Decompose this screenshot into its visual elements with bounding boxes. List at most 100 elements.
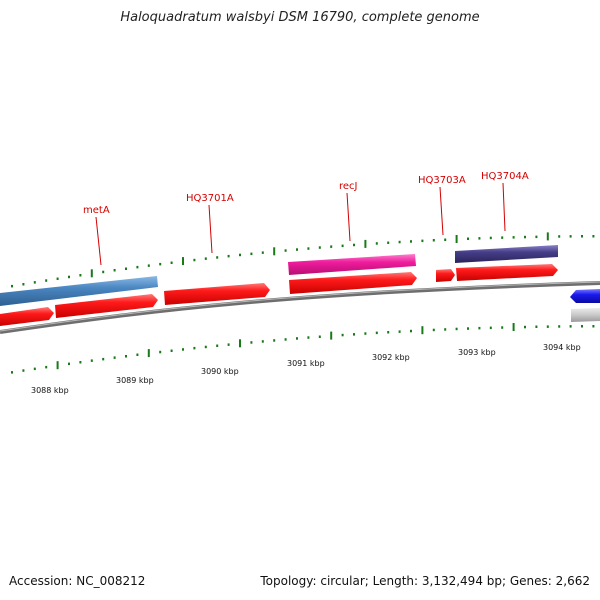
cds-arrow[interactable] — [0, 307, 54, 326]
minor-tick — [501, 236, 504, 239]
minor-tick — [113, 356, 116, 359]
major-tick — [90, 269, 93, 278]
gene-block-grey[interactable] — [571, 308, 600, 322]
label-leader-HQ3703A — [439, 186, 444, 236]
minor-tick — [22, 283, 25, 286]
minor-tick — [261, 251, 264, 254]
minor-tick — [216, 344, 219, 347]
minor-tick — [170, 349, 173, 352]
inner-tick-ring — [11, 323, 595, 374]
minor-tick — [375, 331, 378, 335]
minor-tick — [136, 353, 139, 356]
genome-backbone-highlight — [0, 281, 600, 332]
minor-tick — [102, 357, 105, 361]
gene-block-HQ3704A[interactable] — [455, 245, 558, 263]
gene-label-HQ3704A[interactable]: HQ3704A — [481, 171, 529, 182]
major-tick — [147, 349, 150, 358]
minor-tick — [182, 348, 184, 351]
minor-tick — [398, 240, 401, 244]
genome-backbone — [0, 281, 600, 334]
minor-tick — [489, 326, 492, 330]
minor-tick — [159, 350, 162, 354]
major-tick — [546, 232, 549, 241]
kbp-label: 3088 kbp — [31, 386, 69, 395]
gene-block-metA[interactable] — [0, 276, 158, 306]
minor-tick — [147, 264, 150, 267]
minor-tick — [581, 235, 583, 238]
gene-label-metA[interactable]: metA — [83, 205, 110, 216]
major-tick — [239, 339, 241, 348]
map-title: Haloquadratum walsbyi DSM 16790, complet… — [120, 10, 480, 25]
minor-tick — [273, 339, 276, 342]
cds-arrow[interactable] — [456, 264, 558, 281]
minor-tick — [387, 241, 390, 244]
minor-tick — [581, 325, 583, 328]
minor-tick — [307, 336, 310, 339]
minor-tick — [432, 328, 435, 332]
gene-block-blue[interactable] — [570, 289, 600, 303]
minor-tick — [79, 361, 82, 364]
major-tick — [421, 326, 424, 335]
accession-text: Accession: NC_008212 — [9, 574, 146, 588]
minor-tick — [398, 330, 401, 333]
minor-tick — [193, 258, 196, 262]
minor-tick — [467, 327, 469, 330]
minor-tick — [193, 346, 196, 350]
minor-tick — [33, 281, 36, 284]
minor-tick — [410, 240, 412, 243]
minor-tick — [159, 262, 162, 266]
minor-tick — [250, 341, 253, 344]
minor-tick — [546, 325, 549, 328]
minor-tick — [318, 246, 321, 249]
minor-tick — [284, 338, 287, 341]
minor-tick — [501, 326, 504, 329]
minor-tick — [330, 245, 333, 248]
major-tick — [512, 323, 515, 331]
minor-tick — [341, 333, 344, 337]
label-leader-HQ3701A — [208, 204, 213, 254]
minor-tick — [341, 244, 344, 248]
minor-tick — [216, 256, 219, 259]
gene-label-HQ3701A[interactable]: HQ3701A — [186, 193, 234, 204]
cds-arrow[interactable] — [55, 294, 158, 318]
minor-tick — [307, 247, 310, 250]
minor-tick — [296, 248, 298, 251]
minor-tick — [22, 369, 25, 372]
minor-tick — [136, 265, 139, 269]
minor-tick — [11, 284, 13, 288]
kbp-label: 3093 kbp — [458, 348, 496, 357]
minor-tick — [410, 329, 412, 333]
minor-tick — [375, 242, 378, 245]
major-tick — [364, 239, 367, 248]
minor-tick — [364, 332, 367, 335]
gene-label-HQ3703A[interactable]: HQ3703A — [418, 175, 466, 186]
minor-tick — [227, 343, 230, 346]
minor-tick — [204, 345, 207, 349]
minor-tick — [353, 333, 355, 336]
cds-arrow[interactable] — [436, 269, 455, 282]
minor-tick — [444, 328, 447, 331]
minor-tick — [45, 279, 48, 282]
minor-tick — [478, 326, 481, 330]
kbp-label: 3094 kbp — [543, 343, 581, 352]
label-leader-recJ — [346, 192, 351, 242]
cds-arrow[interactable] — [289, 272, 417, 294]
minor-tick — [79, 274, 82, 277]
minor-tick — [90, 359, 93, 362]
minor-tick — [432, 239, 435, 242]
gene-label-recJ[interactable]: recJ — [339, 181, 358, 192]
minor-tick — [204, 257, 207, 260]
gene-block-recJ[interactable] — [288, 254, 416, 275]
genome-summary-text: Topology: circular; Length: 3,132,494 bp… — [260, 574, 590, 588]
minor-tick — [296, 337, 298, 340]
minor-tick — [524, 325, 526, 329]
minor-tick — [387, 331, 390, 334]
minor-tick — [478, 237, 481, 240]
major-tick — [182, 257, 184, 266]
minor-tick — [56, 277, 59, 280]
cds-arrow[interactable] — [164, 283, 270, 305]
minor-tick — [45, 365, 48, 369]
minor-tick — [569, 235, 572, 238]
minor-tick — [592, 235, 595, 238]
